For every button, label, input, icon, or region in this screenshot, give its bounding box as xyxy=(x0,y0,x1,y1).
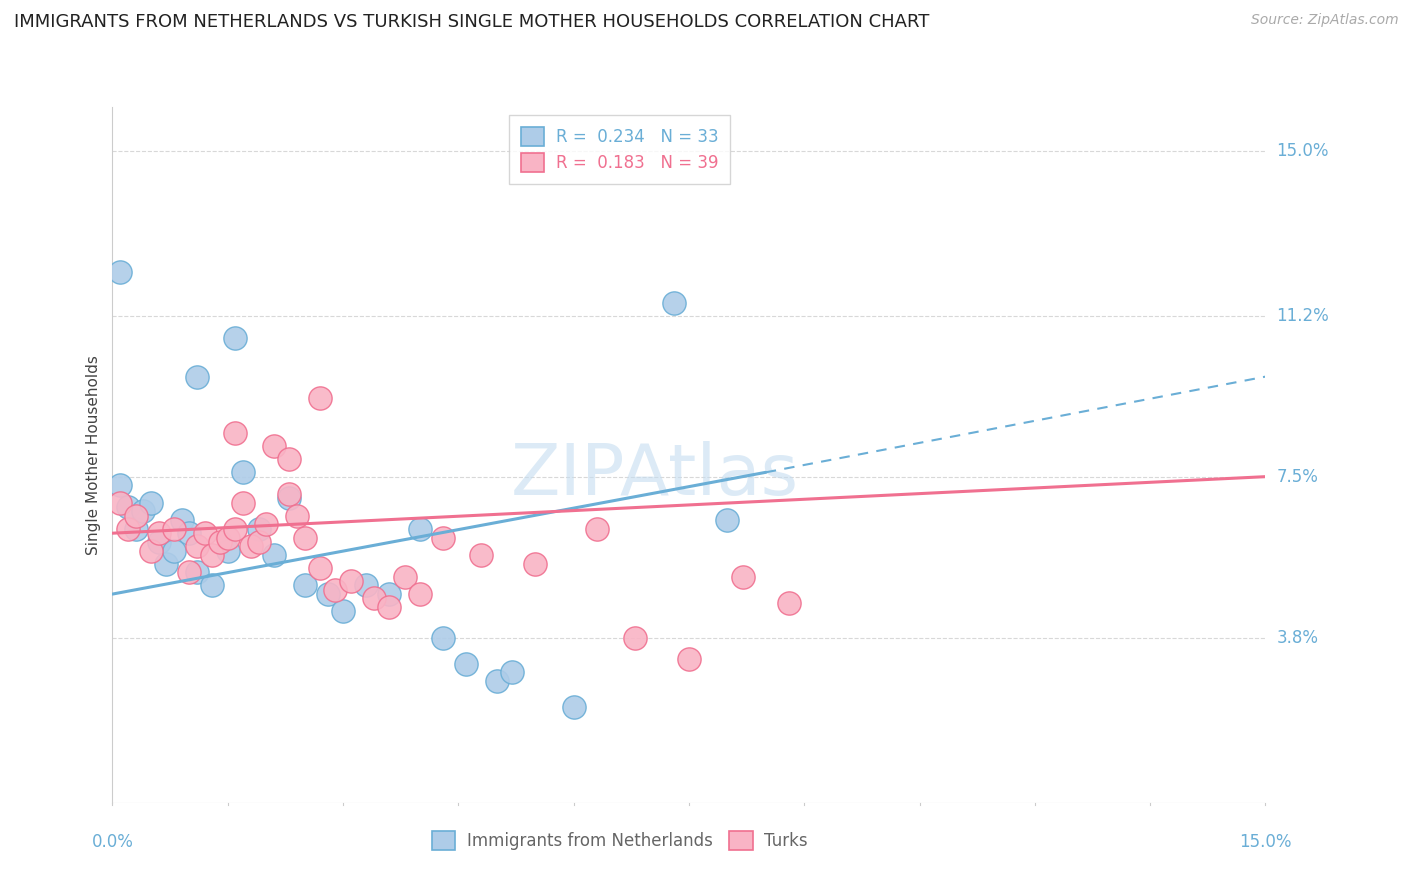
Point xyxy=(201,578,224,592)
Point xyxy=(139,496,162,510)
Point xyxy=(409,522,432,536)
Point xyxy=(108,496,131,510)
Text: Source: ZipAtlas.com: Source: ZipAtlas.com xyxy=(1251,13,1399,28)
Point xyxy=(232,466,254,480)
Point xyxy=(716,513,738,527)
Point xyxy=(117,500,139,514)
Point xyxy=(378,587,401,601)
Point xyxy=(108,478,131,492)
Text: IMMIGRANTS FROM NETHERLANDS VS TURKISH SINGLE MOTHER HOUSEHOLDS CORRELATION CHAR: IMMIGRANTS FROM NETHERLANDS VS TURKISH S… xyxy=(14,13,929,31)
Point xyxy=(378,600,401,615)
Point xyxy=(186,566,208,580)
Point xyxy=(485,674,508,689)
Point xyxy=(562,700,585,714)
Point xyxy=(278,452,301,467)
Point xyxy=(232,496,254,510)
Point xyxy=(124,508,146,523)
Text: ZIPAtlas: ZIPAtlas xyxy=(510,442,799,510)
Point xyxy=(409,587,432,601)
Text: 3.8%: 3.8% xyxy=(1277,629,1319,647)
Point xyxy=(247,535,270,549)
Point xyxy=(624,631,647,645)
Point xyxy=(309,392,332,406)
Point xyxy=(354,578,377,592)
Text: 15.0%: 15.0% xyxy=(1277,142,1329,160)
Point xyxy=(217,543,239,558)
Point xyxy=(254,517,277,532)
Point xyxy=(186,369,208,384)
Point xyxy=(201,548,224,562)
Y-axis label: Single Mother Households: Single Mother Households xyxy=(86,355,101,555)
Point xyxy=(339,574,361,588)
Point xyxy=(124,522,146,536)
Point xyxy=(179,526,201,541)
Point xyxy=(432,531,454,545)
Point xyxy=(179,566,201,580)
Point xyxy=(224,522,246,536)
Point xyxy=(278,491,301,506)
Point xyxy=(186,539,208,553)
Point xyxy=(163,543,186,558)
Point xyxy=(309,561,332,575)
Point xyxy=(247,522,270,536)
Point xyxy=(285,508,308,523)
Point xyxy=(108,265,131,279)
Point xyxy=(148,526,170,541)
Point xyxy=(470,548,492,562)
Point xyxy=(432,631,454,645)
Point xyxy=(778,596,800,610)
Point xyxy=(454,657,477,671)
Point xyxy=(170,513,193,527)
Point xyxy=(132,504,155,518)
Point xyxy=(263,548,285,562)
Point xyxy=(224,426,246,441)
Point xyxy=(524,557,547,571)
Point xyxy=(325,582,347,597)
Point xyxy=(217,531,239,545)
Point xyxy=(501,665,523,680)
Point xyxy=(678,652,700,666)
Point xyxy=(332,605,354,619)
Point xyxy=(294,531,316,545)
Point xyxy=(294,578,316,592)
Legend: Immigrants from Netherlands, Turks: Immigrants from Netherlands, Turks xyxy=(425,824,814,857)
Text: 11.2%: 11.2% xyxy=(1277,307,1329,325)
Point xyxy=(394,570,416,584)
Point xyxy=(263,439,285,453)
Point xyxy=(139,543,162,558)
Text: 15.0%: 15.0% xyxy=(1239,833,1292,851)
Point xyxy=(163,522,186,536)
Point xyxy=(239,539,262,553)
Point xyxy=(662,295,685,310)
Text: 7.5%: 7.5% xyxy=(1277,467,1319,485)
Point xyxy=(194,526,217,541)
Point xyxy=(224,330,246,344)
Text: 0.0%: 0.0% xyxy=(91,833,134,851)
Point xyxy=(117,522,139,536)
Point xyxy=(148,535,170,549)
Point xyxy=(585,522,607,536)
Point xyxy=(209,535,232,549)
Point xyxy=(155,557,177,571)
Point xyxy=(731,570,754,584)
Point xyxy=(278,487,301,501)
Point xyxy=(316,587,339,601)
Point xyxy=(363,591,385,606)
